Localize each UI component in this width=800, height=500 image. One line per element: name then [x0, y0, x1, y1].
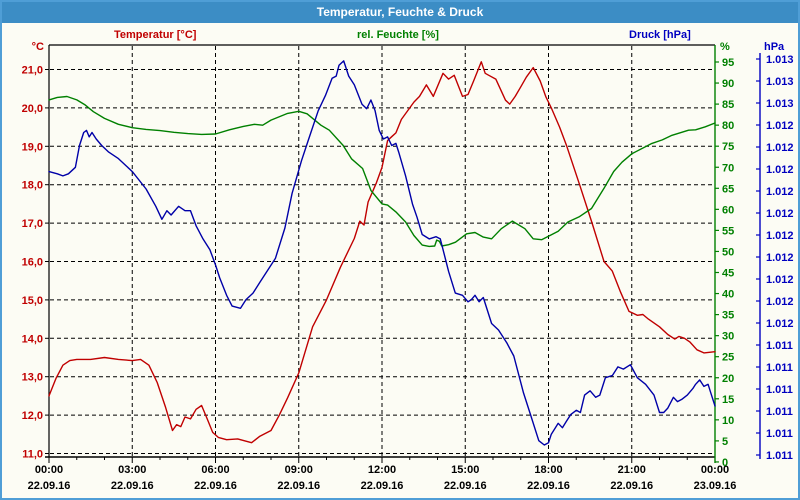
humidity-tick-label: 15	[722, 394, 734, 406]
pressure-tick-label: 1.013	[766, 98, 794, 110]
pressure-tick-label: 1.011	[766, 384, 793, 396]
humidity-tick-label: 20	[722, 373, 734, 385]
humidity-tick-label: 10	[722, 415, 734, 427]
pressure-tick-label: 1.012	[766, 186, 794, 198]
legend-pressure: Druck [hPa]	[629, 29, 691, 41]
humidity-tick-label: 35	[722, 310, 734, 322]
temperature-tick-label: 19,0	[22, 141, 43, 153]
x-axis-date-label: 22.09.16	[111, 480, 154, 492]
temperature-tick-label: 16,0	[22, 257, 43, 269]
x-axis-time-label: 00:00	[35, 464, 63, 476]
temperature-tick-label: 12,0	[22, 410, 43, 422]
pressure-tick-label: 1.013	[766, 76, 794, 88]
x-axis-date-label: 22.09.16	[610, 480, 653, 492]
temperature-tick-label: 17,0	[22, 218, 43, 230]
temperature-tick-label: 21,0	[22, 65, 43, 77]
x-axis-date-label: 22.09.16	[361, 480, 404, 492]
temperature-tick-label: 18,0	[22, 180, 43, 192]
x-axis-time-label: 18:00	[534, 464, 562, 476]
humidity-tick-label: 85	[722, 99, 734, 111]
x-axis-date-label: 22.09.16	[527, 480, 570, 492]
x-axis-date-label: 22.09.16	[444, 480, 487, 492]
pressure-tick-label: 1.013	[766, 54, 794, 66]
humidity-tick-label: 80	[722, 120, 734, 132]
legend-humidity: rel. Feuchte [%]	[357, 29, 439, 41]
temperature-tick-label: 13,0	[22, 372, 43, 384]
humidity-tick-label: 60	[722, 204, 734, 216]
humidity-tick-label: 55	[722, 225, 734, 237]
pressure-tick-label: 1.011	[766, 450, 793, 462]
plot-frame	[45, 44, 715, 458]
x-axis-date-label: 22.09.16	[194, 480, 237, 492]
humidity-tick-label: 25	[722, 352, 734, 364]
x-axis-date-label: 22.09.16	[277, 480, 320, 492]
x-axis-time-label: 09:00	[285, 464, 313, 476]
pressure-tick-label: 1.011	[766, 340, 793, 352]
pressure-axis-unit: hPa	[764, 41, 785, 53]
temperature-curve	[48, 61, 716, 444]
humidity-tick-label: 65	[722, 183, 734, 195]
pressure-tick-label: 1.012	[766, 142, 794, 154]
pressure-tick-label: 1.012	[766, 296, 794, 308]
x-axis-time-label: 03:00	[118, 464, 146, 476]
x-axis-time-label: 06:00	[201, 464, 229, 476]
x-axis-time-label: 21:00	[618, 464, 646, 476]
x-axis-time-label: 15:00	[451, 464, 479, 476]
humidity-curve	[48, 95, 716, 248]
x-axis-time-label: 00:00	[701, 464, 729, 476]
x-axis-date-label: 23.09.16	[694, 480, 737, 492]
pressure-tick-label: 1.011	[766, 406, 793, 418]
temperature-axis: 21,0 20,0 19,0 18,0 17,0 16,0 15,0 14,0 13,0 12,0…	[22, 65, 49, 461]
x-axis-date-label: 22.09.16	[28, 480, 71, 492]
pressure-tick-label: 1.011	[766, 428, 793, 440]
legend-temperature: Temperatur [°C]	[114, 29, 197, 41]
humidity-axis-unit: %	[720, 41, 730, 53]
pressure-tick-label: 1.011	[766, 362, 793, 374]
humidity-tick-label: 75	[722, 141, 734, 153]
temperature-tick-label: 15,0	[22, 295, 43, 307]
humidity-tick-label: 50	[722, 246, 734, 258]
window-title: Temperatur, Feuchte & Druck	[2, 2, 798, 23]
pressure-axis: 1.013 1.013 1.013 1.012 1.012 1.012 1.012 1.012…	[756, 53, 794, 462]
humidity-tick-label: 90	[722, 78, 734, 90]
x-axis-time-label: 12:00	[368, 464, 396, 476]
pressure-tick-label: 1.012	[766, 230, 794, 242]
pressure-curve	[48, 60, 716, 446]
temperature-tick-label: 11,0	[22, 449, 43, 461]
pressure-tick-label: 1.012	[766, 120, 794, 132]
pressure-tick-label: 1.012	[766, 164, 794, 176]
x-axis: 00:00 22.09.16 03:00 22.09.16 06:00 22.09.16 0…	[28, 457, 737, 492]
humidity-tick-label: 30	[722, 331, 734, 343]
gridlines	[50, 46, 714, 456]
pressure-tick-label: 1.012	[766, 252, 794, 264]
pressure-tick-label: 1.012	[766, 318, 794, 330]
pressure-tick-label: 1.012	[766, 274, 794, 286]
humidity-tick-label: 40	[722, 289, 734, 301]
humidity-tick-label: 70	[722, 162, 734, 174]
temperature-axis-unit: °C	[31, 41, 44, 53]
temperature-tick-label: 20,0	[22, 103, 43, 115]
pressure-tick-label: 1.012	[766, 208, 794, 220]
humidity-tick-label: 45	[722, 268, 734, 280]
humidity-tick-label: 0	[722, 457, 728, 469]
temperature-tick-label: 14,0	[22, 333, 43, 345]
humidity-tick-label: 5	[722, 436, 728, 448]
humidity-tick-label: 95	[722, 57, 734, 69]
